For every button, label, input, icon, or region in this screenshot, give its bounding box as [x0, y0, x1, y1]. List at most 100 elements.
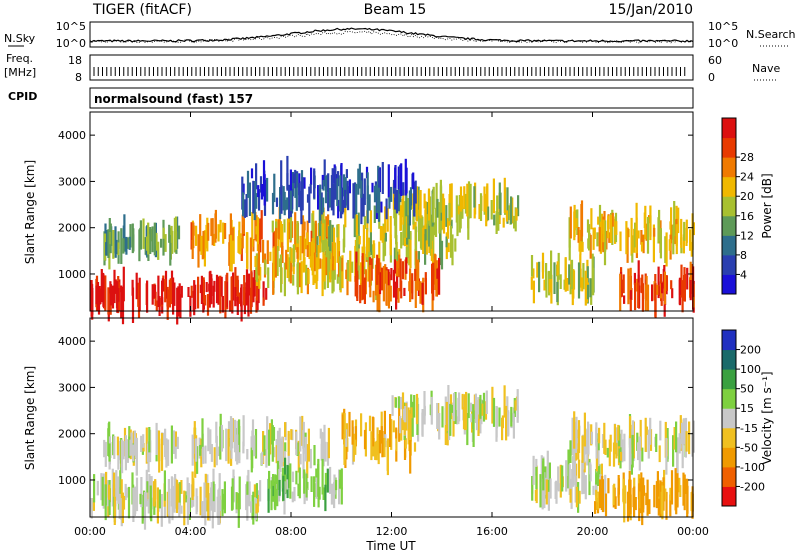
data-cell	[312, 268, 315, 285]
data-cell	[116, 436, 119, 456]
data-cell	[631, 420, 635, 439]
data-cell	[383, 410, 386, 445]
data-cell	[605, 230, 608, 250]
data-cell	[344, 207, 347, 228]
colorbar-swatch	[722, 274, 736, 295]
data-cell	[169, 235, 172, 266]
data-cell	[502, 217, 505, 228]
data-cell	[309, 183, 312, 194]
data-cell	[101, 476, 104, 506]
data-cell	[431, 222, 435, 259]
data-cell	[670, 280, 673, 290]
data-cell	[409, 428, 412, 442]
data-cell	[121, 439, 124, 474]
nsky-tick-top: 10^5	[56, 20, 86, 33]
data-cell	[107, 428, 110, 457]
data-cell	[135, 272, 138, 300]
data-cell	[617, 475, 620, 506]
data-cell	[426, 214, 429, 225]
data-cell	[225, 428, 228, 462]
data-cell	[538, 261, 541, 293]
data-cell	[459, 186, 463, 212]
x-tick-label: 00:00	[74, 525, 106, 538]
data-cell	[336, 274, 339, 284]
data-cell	[306, 194, 310, 203]
data-cell	[466, 183, 469, 217]
data-cell	[140, 477, 143, 508]
data-cell	[571, 469, 574, 487]
nsky-trace	[89, 27, 694, 43]
data-cell	[210, 444, 213, 462]
data-cell	[250, 168, 254, 179]
data-cell	[415, 250, 418, 285]
data-cell	[207, 482, 210, 521]
data-cell	[219, 413, 222, 446]
colorbar-swatch	[722, 388, 736, 409]
data-cell	[362, 193, 365, 217]
data-cell	[591, 253, 594, 280]
data-cell	[569, 488, 572, 503]
data-cell	[389, 414, 392, 447]
data-cell	[593, 227, 596, 239]
data-cell	[299, 235, 302, 261]
data-cell	[597, 491, 600, 510]
data-cell	[232, 476, 235, 502]
data-cell	[228, 234, 231, 257]
data-cell	[644, 417, 647, 452]
data-cell	[378, 279, 381, 313]
x-axis-label: Time UT	[365, 539, 416, 553]
data-cell	[304, 238, 307, 250]
data-cell	[572, 269, 575, 299]
data-cell	[132, 444, 135, 462]
data-cell	[179, 293, 182, 319]
data-cell	[286, 197, 289, 210]
data-cell	[340, 468, 343, 490]
data-cell	[157, 430, 161, 462]
data-cell	[583, 438, 586, 463]
data-cell	[280, 445, 283, 467]
colorbar-swatch	[722, 235, 736, 256]
data-cell	[432, 222, 436, 236]
data-cell	[390, 268, 393, 281]
data-cell	[681, 437, 684, 469]
data-cell	[550, 274, 553, 304]
data-cell	[657, 479, 660, 497]
data-cell	[264, 259, 267, 275]
data-cell	[603, 422, 606, 454]
data-cell	[321, 259, 324, 297]
data-cell	[218, 473, 221, 502]
data-cell	[683, 420, 686, 445]
data-cell	[490, 200, 493, 220]
data-cell	[609, 434, 612, 452]
data-cell	[378, 272, 382, 295]
data-cell	[400, 163, 403, 196]
colorbar-swatch	[722, 157, 736, 178]
data-cell	[590, 208, 593, 230]
data-cell	[425, 215, 428, 245]
data-cell	[250, 436, 253, 454]
data-cell	[135, 438, 138, 476]
data-cell	[417, 209, 420, 233]
data-cell	[290, 248, 293, 263]
data-cell	[556, 281, 559, 303]
velocity-data	[90, 385, 695, 530]
nave-tick-top: 60	[708, 54, 722, 67]
data-cell	[597, 216, 600, 225]
data-cell	[491, 386, 494, 424]
data-cell	[438, 413, 441, 440]
data-cell	[501, 415, 504, 429]
data-cell	[343, 189, 347, 208]
data-cell	[604, 220, 607, 252]
data-cell	[530, 276, 533, 290]
data-cell	[607, 478, 610, 494]
data-cell	[373, 205, 376, 223]
data-cell	[164, 279, 167, 303]
data-cell	[403, 287, 406, 296]
data-cell	[449, 403, 452, 436]
colorbar-swatch	[722, 427, 736, 448]
colorbar-swatch	[722, 349, 736, 370]
data-cell	[180, 480, 183, 494]
data-cell	[360, 262, 363, 293]
data-cell	[114, 279, 117, 294]
data-cell	[283, 262, 286, 297]
